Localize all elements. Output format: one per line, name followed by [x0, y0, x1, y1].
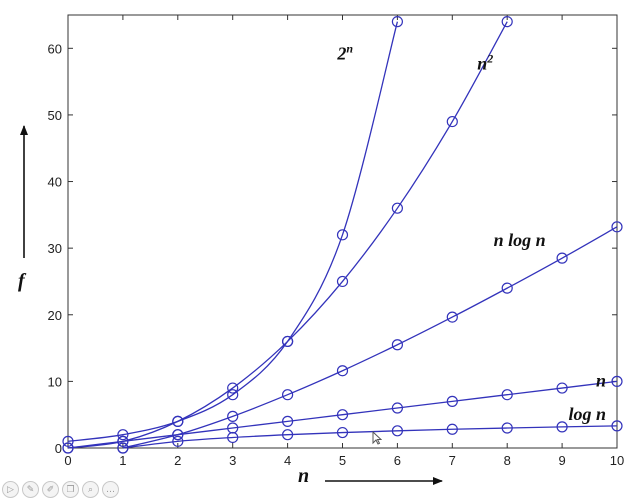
series-label-superscript: 2: [486, 52, 493, 66]
series-label-log-n: log n: [569, 404, 607, 424]
axis-ticks: 0 1 2 3 4 5 6 7 8 9 10 0 10 20 30 40 50 60: [48, 15, 624, 468]
mouse-cursor-icon: [372, 431, 382, 445]
presentation-toolbar: ▷ ✎ ✐ ❐ ⌕…: [0, 480, 152, 498]
data-point-n: [446, 395, 458, 407]
data-point-2-n: [62, 435, 74, 447]
x-tick-label: 6: [394, 453, 401, 468]
data-point-log-n: [446, 423, 458, 435]
x-tick-label: 1: [119, 453, 126, 468]
x-tick-label: 8: [504, 453, 511, 468]
y-tick-label: 20: [48, 308, 62, 323]
x-tick-label: 9: [558, 453, 565, 468]
data-point-2-n: [336, 229, 349, 241]
data-point-n: [391, 402, 403, 414]
series-label-main: log n: [569, 404, 607, 424]
series-layer: [62, 16, 623, 454]
data-point-n: [282, 415, 294, 427]
y-axis-label: f: [18, 270, 27, 292]
series-label-n-2: n2: [477, 52, 493, 74]
data-point-n-2: [282, 335, 294, 348]
data-point-2-n: [227, 389, 239, 401]
data-point-n-2: [391, 202, 403, 214]
data-point-log-n: [172, 435, 184, 447]
data-point-n-log-n: [227, 410, 239, 422]
data-point-n-log-n: [556, 252, 568, 264]
series-label-main: n: [477, 54, 487, 74]
data-point-n-2: [227, 382, 239, 394]
data-point-n-log-n: [501, 282, 513, 294]
x-tick-label: 5: [339, 453, 346, 468]
data-point-n-log-n: [611, 221, 623, 233]
series-label-main: 2: [336, 44, 346, 64]
y-tick-label: 60: [48, 41, 62, 56]
series-line-n-2: [67, 21, 508, 449]
x-axis-label: n: [298, 465, 309, 487]
series-label-n-log-n: n log n: [494, 230, 546, 250]
data-point-n-log-n: [446, 311, 458, 323]
data-point-n-2: [446, 115, 458, 128]
series-line-n: [67, 380, 618, 449]
data-point-n: [556, 382, 568, 394]
series-label-main: n log n: [494, 230, 546, 250]
y-tick-label: 50: [48, 108, 62, 123]
data-point-n: [172, 429, 184, 441]
data-point-n-log-n: [282, 389, 294, 401]
data-point-log-n: [391, 425, 403, 437]
x-tick-label: 4: [284, 453, 291, 468]
series-label-n: n: [596, 371, 606, 391]
data-point-n: [501, 389, 513, 401]
data-point-n-log-n: [336, 365, 349, 377]
data-point-n-2: [172, 415, 184, 427]
more-icon[interactable]: …: [102, 480, 119, 498]
data-point-2-n: [391, 16, 403, 28]
data-point-n: [336, 409, 349, 421]
data-point-n: [117, 435, 129, 447]
y-tick-label: 30: [48, 241, 62, 256]
data-point-log-n: [336, 426, 349, 439]
series-line-2-n: [67, 21, 399, 442]
data-point-log-n: [611, 420, 623, 432]
data-point-log-n: [117, 442, 129, 454]
series-line-n-log-n: [122, 226, 618, 449]
series-label-main: n: [596, 371, 606, 391]
series-label-2-n: 2n: [336, 42, 353, 64]
y-tick-label: 0: [55, 441, 62, 456]
data-point-log-n: [556, 421, 568, 433]
data-point-n: [62, 442, 74, 454]
copy-icon[interactable]: ❐: [62, 480, 79, 498]
x-tick-label: 7: [449, 453, 456, 468]
zoom-icon[interactable]: ⌕: [82, 480, 99, 498]
data-point-n-2: [336, 275, 349, 288]
x-tick-label: 10: [610, 453, 624, 468]
x-tick-label: 3: [229, 453, 236, 468]
pen-icon[interactable]: ✎: [22, 480, 39, 498]
data-point-log-n: [282, 429, 294, 441]
data-point-log-n: [501, 422, 513, 434]
data-point-n-log-n: [391, 339, 403, 351]
play-icon[interactable]: ▷: [2, 480, 19, 498]
x-tick-label: 2: [174, 453, 181, 468]
highlighter-icon[interactable]: ✐: [42, 480, 59, 498]
series-line-log-n: [122, 425, 618, 449]
data-point-log-n: [227, 431, 239, 444]
series-label-superscript: n: [346, 42, 353, 56]
x-tick-label: 0: [64, 453, 71, 468]
y-tick-label: 10: [48, 374, 62, 389]
y-tick-label: 40: [48, 175, 62, 190]
data-point-n: [611, 375, 623, 387]
data-point-2-n: [117, 429, 129, 441]
data-point-n-2: [501, 16, 513, 28]
